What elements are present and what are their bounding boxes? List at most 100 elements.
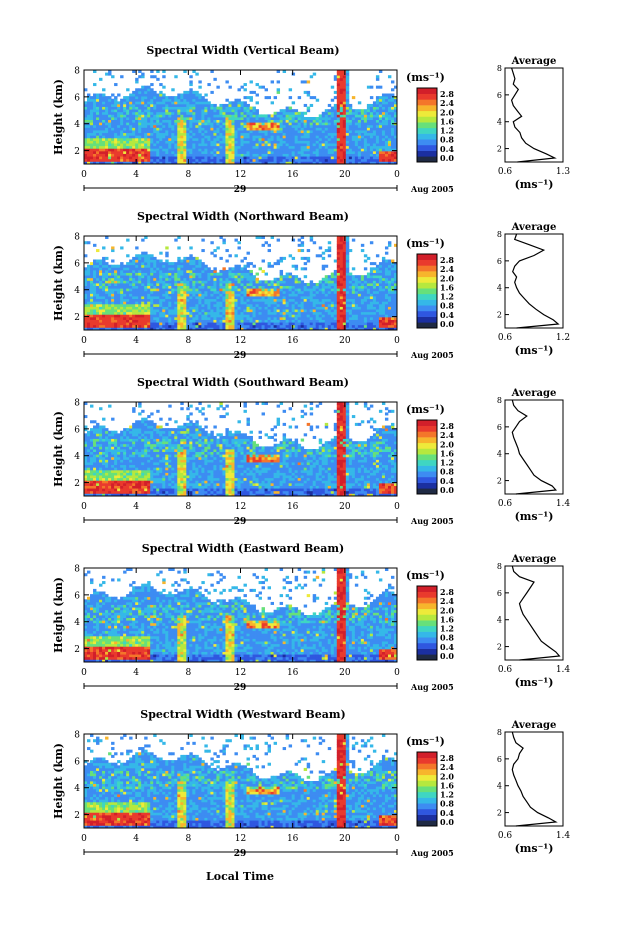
heatmap-cell	[348, 143, 353, 147]
heatmap-cell	[111, 148, 115, 152]
heatmap-cell	[216, 137, 220, 141]
heatmap-cell	[345, 85, 350, 89]
heatmap-cell	[336, 246, 341, 250]
heatmap-cell	[99, 148, 103, 152]
heatmap-cell	[174, 272, 178, 276]
heatmap-cell	[246, 143, 250, 147]
heatmap-cell	[93, 153, 97, 157]
heatmap-cell	[195, 316, 199, 320]
heatmap-cell	[327, 150, 332, 154]
heatmap-cell	[312, 311, 317, 315]
heatmap-cell	[195, 296, 199, 300]
heatmap-cell	[192, 109, 196, 113]
heatmap-cell	[225, 119, 229, 123]
heatmap-cell	[159, 259, 163, 263]
heatmap-cell	[96, 303, 100, 307]
heatmap-cell	[276, 324, 281, 328]
heatmap-cell	[225, 103, 229, 107]
heatmap-cell	[180, 316, 184, 320]
heatmap-cell	[90, 269, 94, 273]
heatmap-cell	[315, 254, 320, 258]
heatmap-cell	[144, 88, 148, 92]
heatmap-cell	[327, 322, 332, 326]
heatmap-cell	[84, 161, 88, 165]
heatmap-cell	[123, 158, 127, 162]
heatmap-cell	[132, 111, 136, 115]
heatmap-cell	[240, 143, 244, 147]
heatmap-cell	[252, 135, 256, 139]
heatmap-cell	[237, 127, 241, 131]
heatmap-cell	[264, 301, 268, 305]
heatmap-cell	[390, 103, 395, 107]
heatmap-cell	[138, 109, 142, 113]
heatmap-cell	[342, 285, 347, 289]
heatmap-cell	[378, 153, 383, 157]
heatmap-cell	[240, 114, 244, 118]
heatmap-cell	[282, 298, 287, 302]
heatmap-cell	[84, 145, 88, 149]
heatmap-cell	[174, 293, 178, 297]
heatmap-cell	[309, 283, 314, 287]
heatmap-cell	[264, 293, 268, 297]
heatmap-cell	[150, 303, 154, 307]
heatmap-cell	[261, 296, 265, 300]
heatmap-cell	[360, 148, 365, 152]
heatmap-cell	[204, 296, 208, 300]
heatmap-cell	[237, 132, 241, 136]
heatmap-cell	[252, 322, 256, 326]
heatmap-cell	[150, 285, 154, 289]
heatmap-cell	[120, 158, 124, 162]
heatmap-cell	[96, 269, 100, 273]
heatmap-cell	[141, 322, 145, 326]
heatmap-cell	[201, 117, 205, 121]
heatmap-cell	[309, 238, 314, 242]
heatmap-cell	[315, 309, 320, 313]
heatmap-cell	[213, 156, 217, 160]
heatmap-cell	[327, 119, 332, 123]
heatmap-cell	[126, 324, 130, 328]
heatmap-cell	[153, 259, 157, 263]
heatmap-cell	[99, 106, 103, 110]
heatmap-cell	[213, 301, 217, 305]
heatmap-cell	[249, 311, 253, 315]
heatmap-cell	[138, 285, 142, 289]
heatmap-cell	[222, 267, 226, 271]
heatmap-cell	[312, 135, 317, 139]
heatmap-cell	[297, 324, 302, 328]
heatmap-cell	[384, 103, 389, 107]
heatmap-cell	[210, 285, 214, 289]
heatmap-cell	[336, 77, 341, 81]
heatmap-cell	[387, 156, 392, 160]
heatmap-cell	[243, 306, 247, 310]
heatmap-cell	[135, 127, 139, 131]
heatmap-cell	[285, 280, 290, 284]
heatmap-cell	[237, 327, 241, 331]
heatmap-cell	[156, 288, 160, 292]
heatmap-cell	[237, 277, 241, 281]
heatmap-cell	[330, 117, 335, 121]
heatmap-cell	[345, 77, 350, 81]
heatmap-cell	[333, 106, 338, 110]
heatmap-cell	[147, 309, 151, 313]
heatmap-cell	[180, 137, 184, 141]
heatmap-cell	[306, 145, 311, 149]
heatmap-cell	[135, 285, 139, 289]
heatmap-cell	[228, 322, 232, 326]
heatmap-cell	[291, 285, 296, 289]
heatmap-cell	[225, 283, 229, 287]
heatmap-cell	[195, 283, 199, 287]
heatmap-cell	[270, 132, 275, 136]
heatmap-cell	[390, 153, 395, 157]
heatmap-cell	[252, 275, 256, 279]
heatmap-cell	[120, 288, 124, 292]
heatmap-cell	[189, 267, 193, 271]
heatmap-cell	[135, 111, 139, 115]
heatmap-cell	[99, 140, 103, 144]
heatmap-cell	[102, 119, 106, 123]
heatmap-cell	[96, 96, 100, 100]
heatmap-cell	[150, 319, 154, 323]
heatmap-cell	[117, 272, 121, 276]
heatmap-cell	[120, 111, 124, 115]
heatmap-cell	[171, 109, 175, 113]
heatmap-cell	[375, 109, 380, 113]
